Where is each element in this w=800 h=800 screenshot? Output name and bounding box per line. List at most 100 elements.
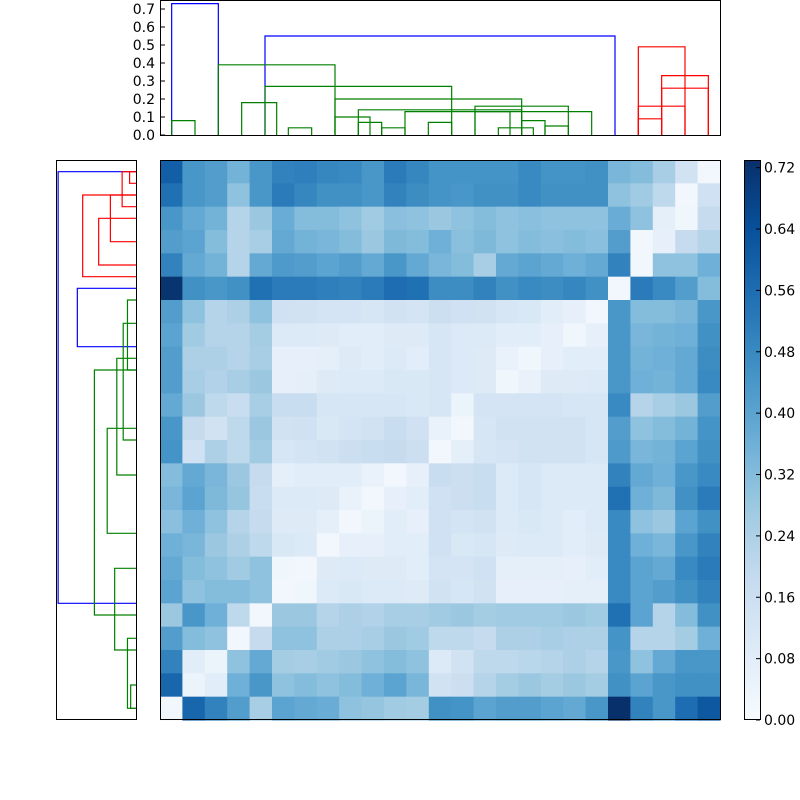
heatmap-cell xyxy=(339,346,363,371)
heatmap-cell xyxy=(473,323,497,348)
heatmap-cell xyxy=(428,580,452,604)
heatmap-cell xyxy=(563,346,587,371)
dendrogram-link xyxy=(116,357,136,476)
heatmap-cell xyxy=(204,370,228,394)
heatmap-cell xyxy=(384,556,407,581)
heatmap-cell xyxy=(227,626,251,651)
heatmap-cell xyxy=(406,276,430,301)
heatmap-cell xyxy=(316,533,340,558)
heatmap-cell xyxy=(697,323,721,348)
heatmap-cell xyxy=(294,673,318,698)
heatmap-cell xyxy=(249,276,273,301)
heatmap-cell xyxy=(518,556,542,581)
heatmap-cell xyxy=(608,486,631,511)
heatmap-cell xyxy=(585,393,609,418)
heatmap-cell xyxy=(630,626,654,651)
dendrogram-link xyxy=(130,684,136,709)
heatmap-cell xyxy=(384,650,407,674)
heatmap-cell xyxy=(406,440,430,464)
heatmap-cell xyxy=(496,276,519,301)
heatmap-cell xyxy=(384,626,407,651)
heatmap-cell xyxy=(160,230,183,254)
heatmap-cell xyxy=(160,160,183,184)
heatmap-cell xyxy=(339,556,363,581)
dendrogram-link xyxy=(126,637,136,709)
heatmap-cell xyxy=(160,603,183,628)
heatmap-cell xyxy=(160,393,183,418)
heatmap-cell xyxy=(563,370,587,394)
colorbar: 0.00 0.08 0.16 0.24 0.32 0.40 0.48 0.56 0.64 0.72 xyxy=(744,160,795,729)
heatmap-cell xyxy=(473,603,497,628)
heatmap-cell xyxy=(316,416,340,441)
heatmap-cell xyxy=(294,323,318,348)
heatmap-cell xyxy=(473,696,497,721)
heatmap-cell xyxy=(451,626,475,651)
colorbar-frame xyxy=(744,160,761,720)
dendrogram-link xyxy=(381,127,406,135)
heatmap-cell xyxy=(496,510,519,534)
heatmap-cell xyxy=(339,696,363,721)
heatmap-cell xyxy=(585,160,609,184)
heatmap-cell xyxy=(585,230,609,254)
heatmap-cell xyxy=(675,626,699,651)
heatmap-cell xyxy=(630,580,654,604)
heatmap-cell xyxy=(204,580,228,604)
heatmap-cell xyxy=(294,183,318,208)
heatmap-cell xyxy=(518,650,542,674)
heatmap-cell xyxy=(272,393,295,418)
heatmap-cell xyxy=(204,696,228,721)
heatmap-cell xyxy=(182,486,206,511)
heatmap-cell xyxy=(451,696,475,721)
dendrogram-link xyxy=(264,85,453,135)
heatmap-cell xyxy=(294,276,318,301)
heatmap-cell xyxy=(496,393,519,418)
heatmap-cell xyxy=(182,626,206,651)
heatmap-cell xyxy=(697,160,721,184)
heatmap-cell xyxy=(204,300,228,324)
heatmap-cell xyxy=(428,603,452,628)
heatmap-cell xyxy=(406,206,430,231)
heatmap-cell xyxy=(585,556,609,581)
heatmap-cell xyxy=(249,650,273,674)
heatmap-cell xyxy=(630,416,654,441)
heatmap-cell xyxy=(697,206,721,231)
heatmap-cell xyxy=(160,183,183,208)
heatmap-cell xyxy=(204,510,228,534)
heatmap-cell xyxy=(675,440,699,464)
heatmap-cell xyxy=(361,510,385,534)
heatmap-cell xyxy=(361,300,385,324)
heatmap-cell xyxy=(294,416,318,441)
heatmap-cell xyxy=(182,416,206,441)
heatmap-cell xyxy=(473,206,497,231)
heatmap-cell xyxy=(697,416,721,441)
heatmap-cell xyxy=(406,183,430,208)
heatmap-cell xyxy=(630,673,654,698)
heatmap-cell xyxy=(272,486,295,511)
heatmap-cell xyxy=(160,463,183,488)
heatmap-cell xyxy=(585,580,609,604)
heatmap-cell xyxy=(540,183,564,208)
heatmap-cell xyxy=(406,486,430,511)
heatmap-cell xyxy=(540,346,564,371)
heatmap-cell xyxy=(451,440,475,464)
heatmap-cell xyxy=(361,463,385,488)
dendrogram-link xyxy=(76,287,136,348)
heatmap-cell xyxy=(652,626,676,651)
dendrogram-link xyxy=(122,322,136,441)
heatmap-cell xyxy=(249,696,273,721)
heatmap-cell xyxy=(339,650,363,674)
heatmap-cell xyxy=(406,416,430,441)
heatmap-cell xyxy=(473,580,497,604)
heatmap-cell xyxy=(563,300,587,324)
heatmap-cell xyxy=(675,416,699,441)
heatmap-cell xyxy=(182,346,206,371)
heatmap-cell xyxy=(428,416,452,441)
heatmap-cell xyxy=(652,160,676,184)
heatmap-cell xyxy=(451,486,475,511)
heatmap-cell xyxy=(316,626,340,651)
heatmap-cell xyxy=(451,276,475,301)
heatmap-cell xyxy=(540,230,564,254)
heatmap-cell xyxy=(608,510,631,534)
heatmap-cell xyxy=(406,393,430,418)
heatmap-cell xyxy=(652,230,676,254)
